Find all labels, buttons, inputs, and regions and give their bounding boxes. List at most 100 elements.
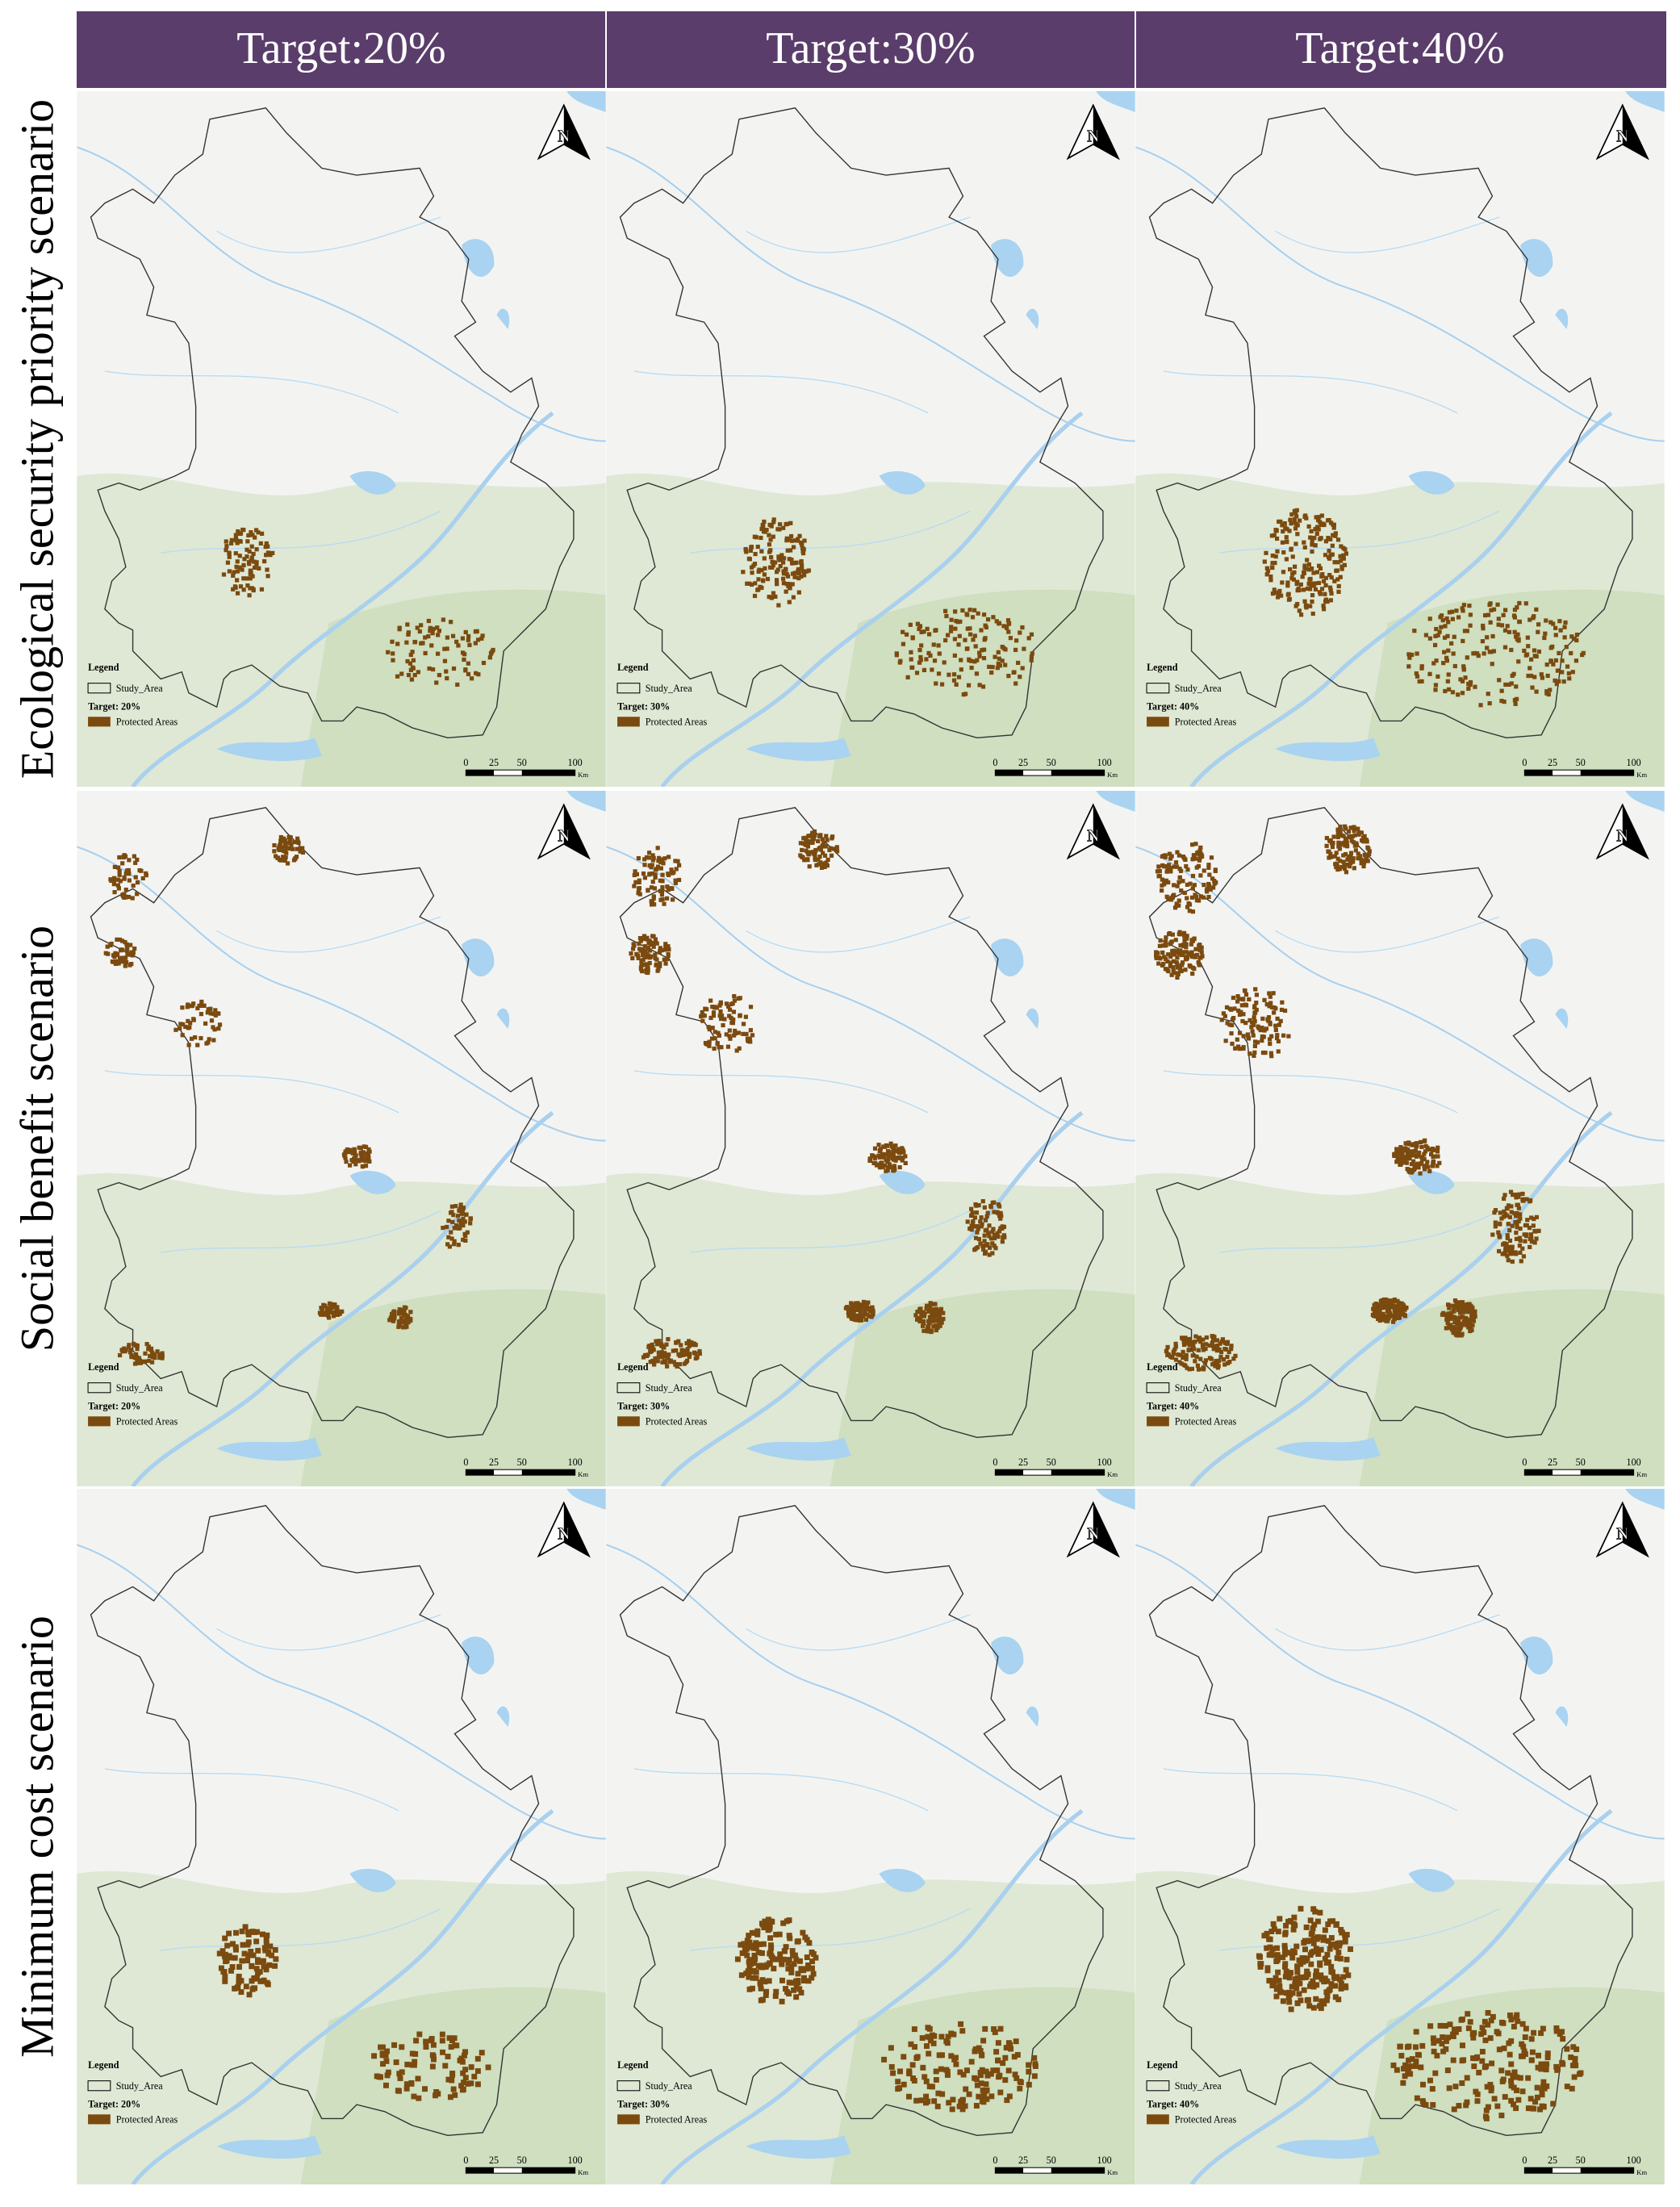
protected-area [1431,2040,1437,2046]
protected-area [977,654,982,658]
protected-area [978,1241,983,1246]
north-arrow-fill [1093,805,1118,859]
protected-area [1260,1038,1264,1043]
protected-area [1229,1344,1234,1348]
legend-target: Target: 40% [1147,2099,1199,2110]
protected-area [1331,834,1336,839]
protected-area [1467,1319,1472,1324]
protected-area [1394,1311,1399,1316]
protected-area [1326,536,1331,541]
protected-area [1001,1235,1005,1240]
protected-area [1193,1334,1198,1339]
protected-area [117,868,122,874]
protected-area [1436,633,1440,637]
protected-area [1269,1946,1276,1952]
protected-area [1423,1167,1427,1172]
protected-area [1345,1972,1352,1979]
protected-area [1020,666,1025,671]
scale-unit: Km [1107,1470,1118,1478]
protected-area [1431,1147,1436,1152]
protected-area [921,2074,928,2080]
protected-area [713,1030,717,1035]
protected-area [1515,2018,1521,2025]
protected-area [670,871,675,876]
protected-area [253,528,259,533]
protected-area [1003,663,1008,667]
protected-area [397,1319,402,1324]
protected-area [1506,1222,1511,1227]
protected-area [265,544,270,549]
protected-area [1331,533,1335,537]
protected-area [1164,943,1168,947]
protected-area [360,1164,366,1169]
protected-area [923,2093,930,2100]
protected-area [906,2071,913,2077]
protected-area [1501,612,1506,617]
protected-area [1490,2013,1496,2020]
protected-area [746,1969,752,1975]
protected-area [948,629,954,633]
protected-area [1402,1160,1406,1164]
protected-area [430,2042,437,2048]
protected-area [666,1336,671,1342]
protected-area [805,858,810,863]
protected-area [732,993,737,999]
protected-area [1437,2022,1444,2029]
protected-area [659,1342,664,1347]
protected-area [1519,2041,1525,2047]
protected-area [767,533,771,537]
protected-area [1530,685,1535,690]
protected-area [402,1309,407,1314]
protected-area [1314,515,1319,520]
protected-area [991,615,996,620]
scale-label: 100 [1097,757,1112,768]
protected-area [1400,2066,1406,2072]
protected-area [1528,2036,1535,2042]
protected-area [660,857,665,862]
protected-area [1409,1170,1414,1175]
protected-area [1372,1302,1377,1307]
protected-area [1192,883,1197,888]
protected-area [1307,587,1313,591]
protected-area [747,557,752,562]
protected-area [1277,588,1282,594]
protected-area [891,1148,896,1153]
protected-area [754,1931,761,1937]
protected-area [934,1318,938,1323]
protected-area [1212,1361,1217,1366]
protected-area [1338,1985,1344,1992]
legend-protected: Protected Areas [646,1416,708,1427]
protected-area [1414,2095,1420,2101]
protected-area [671,1360,676,1365]
protected-area [1305,1971,1311,1978]
protected-area [449,2038,455,2043]
protected-area [1344,826,1348,831]
protected-area [1181,1340,1186,1344]
scale-bar-fill [1524,2167,1553,2174]
protected-area [1410,652,1415,658]
protected-area [881,1155,887,1160]
protected-area [395,642,400,646]
protected-area [1532,1216,1536,1222]
protected-area [1444,1326,1448,1331]
protected-area [953,609,958,614]
protected-area [396,2071,403,2077]
protected-area [1525,1218,1530,1223]
protected-area [1377,1315,1381,1320]
protected-area [411,2093,417,2100]
protected-area [1469,1315,1474,1319]
protected-area [885,1160,890,1164]
protected-area [791,545,796,550]
protected-area [423,2044,429,2050]
protected-area [767,550,772,554]
protected-area [366,1152,371,1157]
protected-area [1415,651,1419,656]
protected-area [413,2038,420,2044]
protected-area [910,636,915,641]
protected-area [128,1348,133,1352]
protected-area [1348,851,1354,855]
protected-area [958,2021,964,2027]
protected-area [1462,629,1468,633]
